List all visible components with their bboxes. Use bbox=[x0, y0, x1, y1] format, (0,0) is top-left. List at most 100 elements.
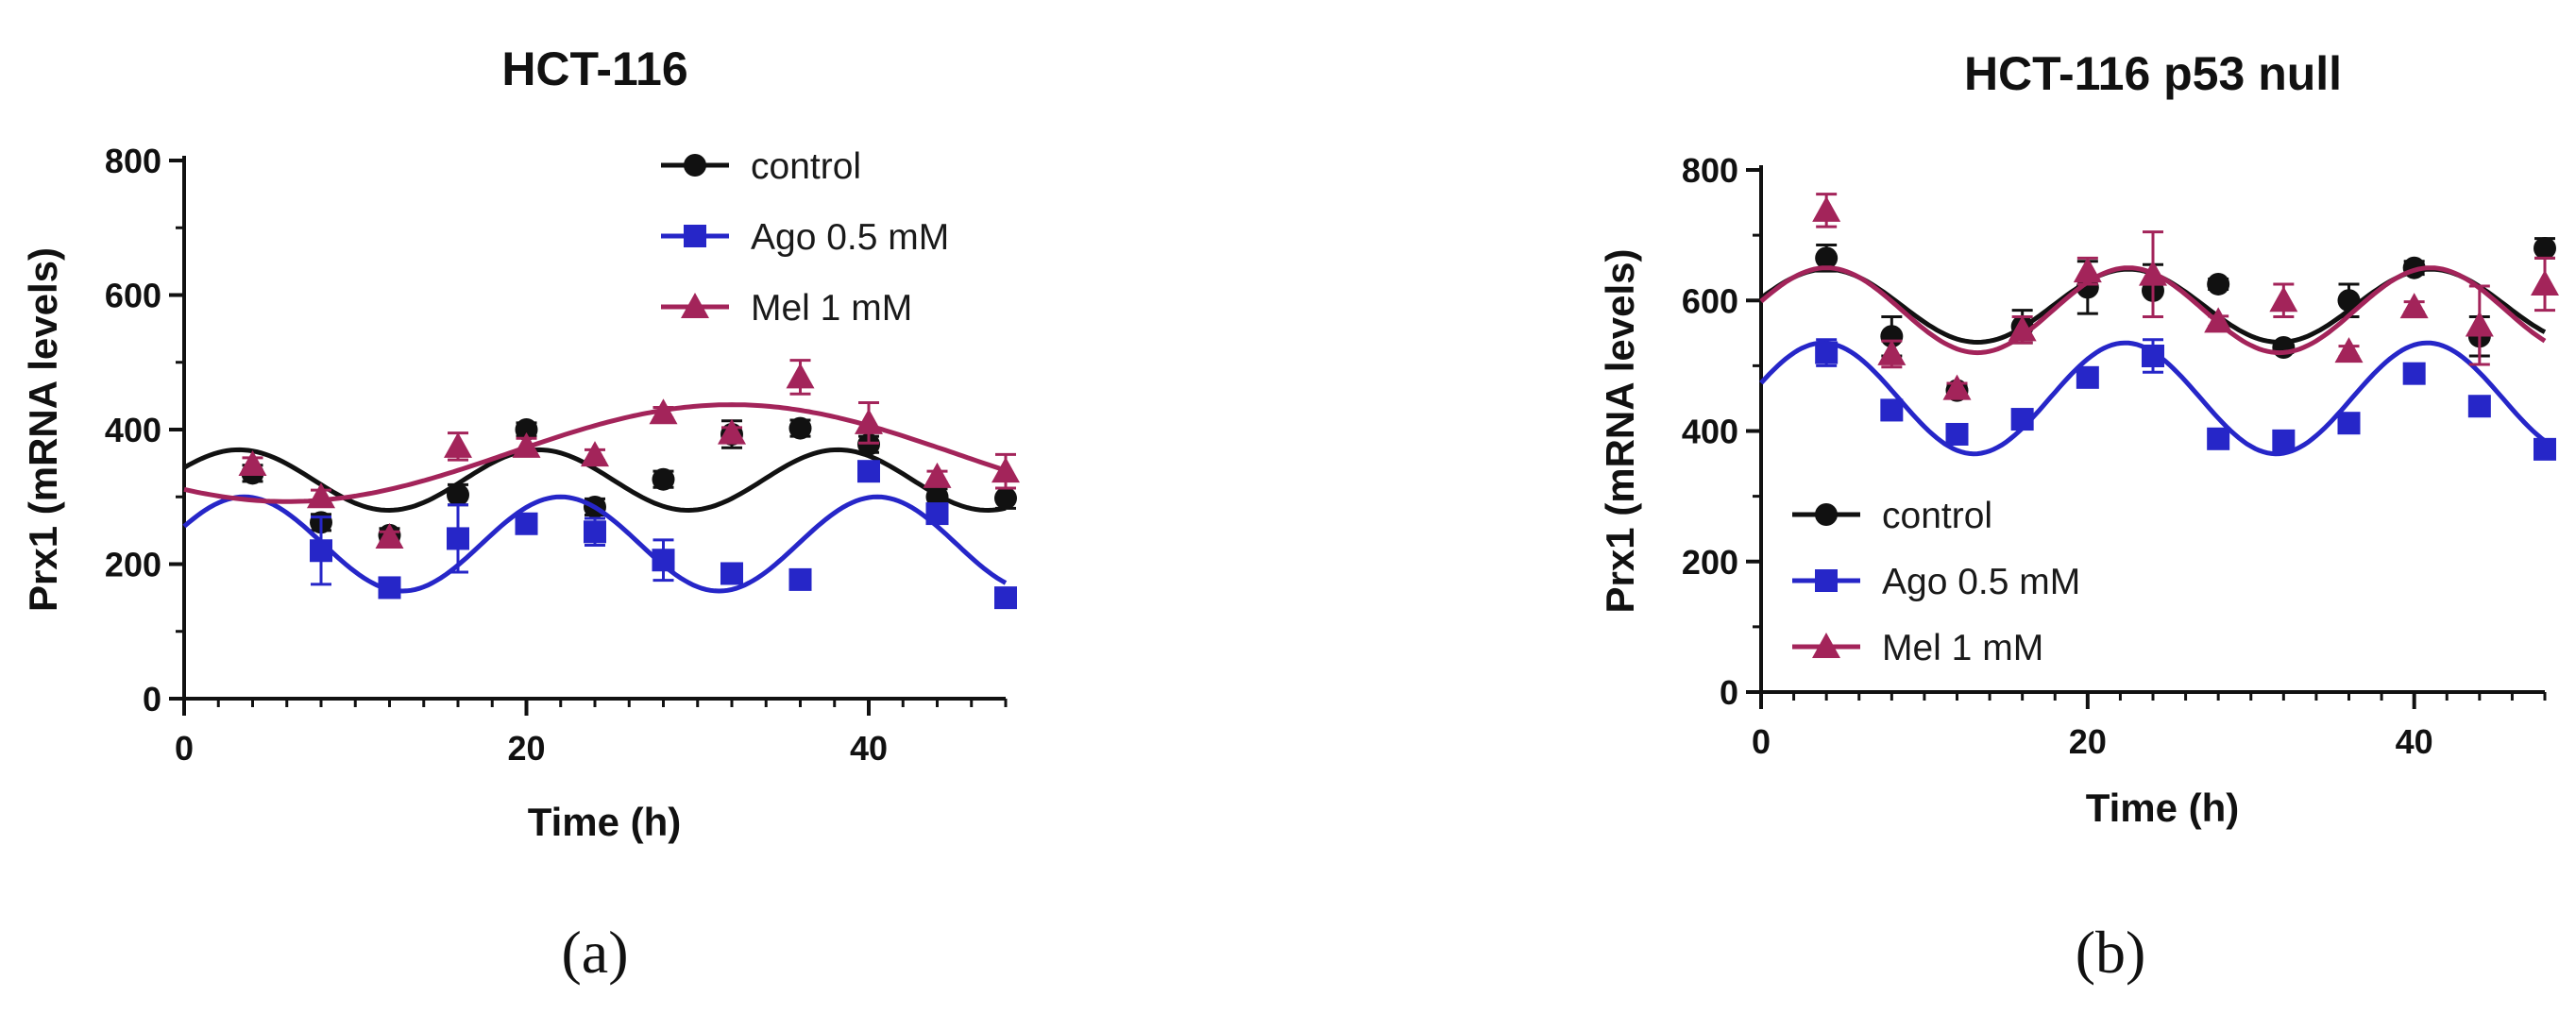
x-axis-label: Time (h) bbox=[528, 800, 682, 844]
data-point bbox=[2399, 293, 2429, 319]
data-point bbox=[2142, 345, 2164, 368]
data-point bbox=[2534, 437, 2556, 461]
data-point bbox=[786, 363, 815, 389]
legend-entry: control bbox=[1792, 496, 1992, 536]
y-axis-label: Prx1 (mRNA levels) bbox=[1598, 249, 1642, 614]
data-point bbox=[991, 457, 1020, 483]
legend-label: Mel 1 mM bbox=[1882, 628, 2043, 668]
y-tick-label: 200 bbox=[105, 546, 161, 584]
data-point bbox=[1815, 246, 1839, 270]
legend-entry: Ago 0.5 mM bbox=[661, 217, 949, 258]
data-point bbox=[1945, 422, 1969, 446]
data-point bbox=[2008, 315, 2037, 342]
data-point bbox=[515, 512, 538, 535]
x-tick-label: 20 bbox=[507, 729, 545, 768]
data-point bbox=[2531, 269, 2559, 296]
data-point bbox=[2534, 236, 2556, 260]
data-point bbox=[2334, 337, 2364, 363]
data-point bbox=[2402, 362, 2426, 385]
legend-label: Mel 1 mM bbox=[751, 288, 912, 329]
data-point bbox=[788, 567, 812, 591]
chart-panel-a: HCT-116 0 200 400 600 800 0 20 40 Time (h) Prx1 (m… bbox=[21, 42, 1020, 986]
x-tick-label: 20 bbox=[2069, 722, 2107, 761]
data-point bbox=[2337, 289, 2361, 313]
y-tick-label: 800 bbox=[1682, 151, 1738, 190]
data-point bbox=[447, 483, 469, 507]
data-point bbox=[2269, 286, 2298, 313]
data-point bbox=[788, 416, 812, 440]
data-point bbox=[515, 418, 538, 441]
data-point bbox=[1877, 339, 1907, 365]
data-point bbox=[2272, 429, 2296, 452]
x-tick-label: 40 bbox=[850, 729, 888, 768]
series-mel-1-mm bbox=[183, 359, 1020, 549]
chart-panel-b: HCT-116 p53 null 0 200 400 600 800 0 20 40 Time (… bbox=[1598, 47, 2559, 986]
data-point bbox=[2467, 395, 2491, 418]
data-point bbox=[720, 562, 743, 585]
data-point bbox=[2073, 257, 2102, 283]
series-ago-0-5-mm bbox=[182, 460, 1017, 610]
data-point bbox=[2204, 307, 2233, 333]
panel-label: (b) bbox=[2076, 919, 2146, 986]
legend-label: Ago 0.5 mM bbox=[751, 217, 949, 258]
data-point bbox=[238, 450, 267, 477]
series-ago-0-5-mm bbox=[1759, 338, 2556, 461]
data-point bbox=[994, 586, 1017, 610]
x-axis-label: Time (h) bbox=[2086, 786, 2240, 830]
data-point bbox=[2337, 412, 2361, 435]
data-point bbox=[1812, 195, 1841, 222]
data-point bbox=[1815, 341, 1839, 364]
series-mel-1-mm bbox=[1759, 193, 2559, 400]
legend-entry: Mel 1 mM bbox=[661, 288, 912, 329]
data-point bbox=[1880, 398, 1904, 422]
data-point bbox=[2272, 336, 2296, 360]
y-tick-label: 600 bbox=[105, 277, 161, 315]
legend-entry: Ago 0.5 mM bbox=[1792, 562, 2080, 602]
data-point bbox=[310, 539, 332, 563]
data-point bbox=[855, 408, 883, 434]
legend-marker bbox=[684, 225, 706, 247]
data-point bbox=[652, 549, 675, 572]
data-point bbox=[378, 576, 401, 600]
y-tick-label: 600 bbox=[1682, 281, 1738, 320]
data-point bbox=[649, 398, 678, 425]
chart-title: HCT-116 p53 null bbox=[1964, 47, 2342, 100]
chart-title: HCT-116 bbox=[501, 42, 687, 95]
y-tick-label: 400 bbox=[105, 411, 161, 449]
data-point bbox=[857, 460, 880, 483]
y-tick-label: 400 bbox=[1682, 413, 1738, 451]
data-point bbox=[375, 523, 404, 549]
y-tick-label: 0 bbox=[1720, 673, 1738, 712]
legend-entry: Mel 1 mM bbox=[1792, 628, 2043, 668]
data-point bbox=[444, 431, 472, 458]
data-point bbox=[925, 502, 949, 526]
x-tick-label: 0 bbox=[175, 729, 194, 768]
data-point bbox=[2010, 408, 2034, 431]
data-point bbox=[2076, 365, 2099, 389]
data-point bbox=[1942, 374, 1972, 400]
y-tick-label: 200 bbox=[1682, 543, 1738, 582]
legend-entry: control bbox=[661, 146, 861, 187]
data-point bbox=[584, 520, 606, 544]
data-point bbox=[923, 462, 952, 488]
data-point bbox=[994, 486, 1017, 510]
data-point bbox=[447, 527, 469, 550]
legend-label: control bbox=[751, 146, 861, 187]
x-tick-label: 0 bbox=[1752, 722, 1771, 761]
y-tick-label: 0 bbox=[143, 680, 161, 718]
y-axis-label: Prx1 (mRNA levels) bbox=[21, 247, 65, 612]
data-point bbox=[652, 467, 675, 491]
data-point bbox=[581, 441, 609, 467]
data-point bbox=[2207, 272, 2230, 296]
data-point bbox=[512, 431, 541, 458]
legend-label: Ago 0.5 mM bbox=[1882, 562, 2080, 602]
data-point bbox=[2465, 311, 2494, 337]
legend-marker bbox=[681, 293, 709, 318]
panel-label: (a) bbox=[561, 919, 628, 986]
y-tick-label: 800 bbox=[105, 142, 161, 180]
legend-marker bbox=[1812, 633, 1840, 658]
x-tick-label: 40 bbox=[2396, 722, 2433, 761]
data-point bbox=[2207, 427, 2230, 450]
legend-label: control bbox=[1882, 496, 1992, 536]
